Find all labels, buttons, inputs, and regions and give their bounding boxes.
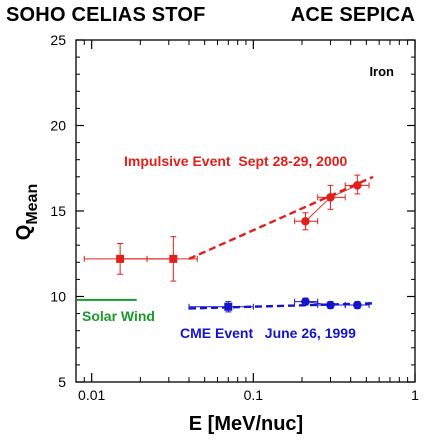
legend-solar-wind: Solar Wind [82, 308, 155, 324]
y-tick-label: 10 [50, 289, 66, 305]
fit-lines [188, 175, 374, 310]
series-points [83, 174, 370, 313]
y-axis-label: QMean [13, 184, 41, 240]
square-marker [169, 254, 178, 263]
element-label: Iron [369, 64, 394, 79]
x-tick-label: 1 [411, 387, 419, 403]
circle-marker [301, 216, 310, 226]
header-left-title: SOHO CELIAS STOF [6, 4, 206, 26]
x-tick-label: 0.01 [78, 387, 105, 403]
y-tick-label: 15 [50, 203, 66, 219]
data-point-impulsive [317, 184, 346, 210]
data-point-cme [294, 297, 319, 306]
circle-marker [326, 193, 335, 202]
square-marker [224, 302, 233, 311]
y-axis-label-main: Q [13, 225, 35, 241]
data-point-impulsive [146, 236, 198, 282]
data-point-impulsive [83, 242, 148, 275]
data-point-impulsive [294, 212, 319, 231]
header-right-title: ACE SEPICA [290, 4, 415, 26]
y-ticks: 5 10 15 20 25 [50, 32, 415, 390]
data-point-cme [188, 301, 254, 313]
y-tick-label: 20 [50, 118, 66, 134]
legend-cme: CME Event June 26, 1999 [180, 325, 356, 341]
circle-marker [326, 300, 335, 310]
x-ticks: 0.01 0.1 1 [78, 40, 419, 403]
x-axis-label: E [MeV/nuc] [189, 413, 303, 435]
data-point-cme [317, 300, 346, 310]
circle-marker [353, 300, 362, 310]
square-marker [116, 254, 125, 263]
y-tick-label: 25 [50, 32, 66, 48]
circle-marker [353, 181, 362, 190]
fit-line-impulsive [188, 175, 374, 260]
x-tick-label: 0.1 [244, 387, 264, 403]
y-axis-label-subscript: Mean [24, 184, 41, 225]
y-tick-label: 5 [58, 374, 66, 390]
legend-impulsive: Impulsive Event Sept 28-29, 2000 [124, 153, 348, 169]
svg-text:QMean: QMean [13, 184, 41, 240]
data-point-impulsive [344, 174, 370, 195]
data-point-cme [344, 300, 370, 310]
fit-line-cme [188, 302, 374, 310]
circle-marker [301, 297, 310, 306]
